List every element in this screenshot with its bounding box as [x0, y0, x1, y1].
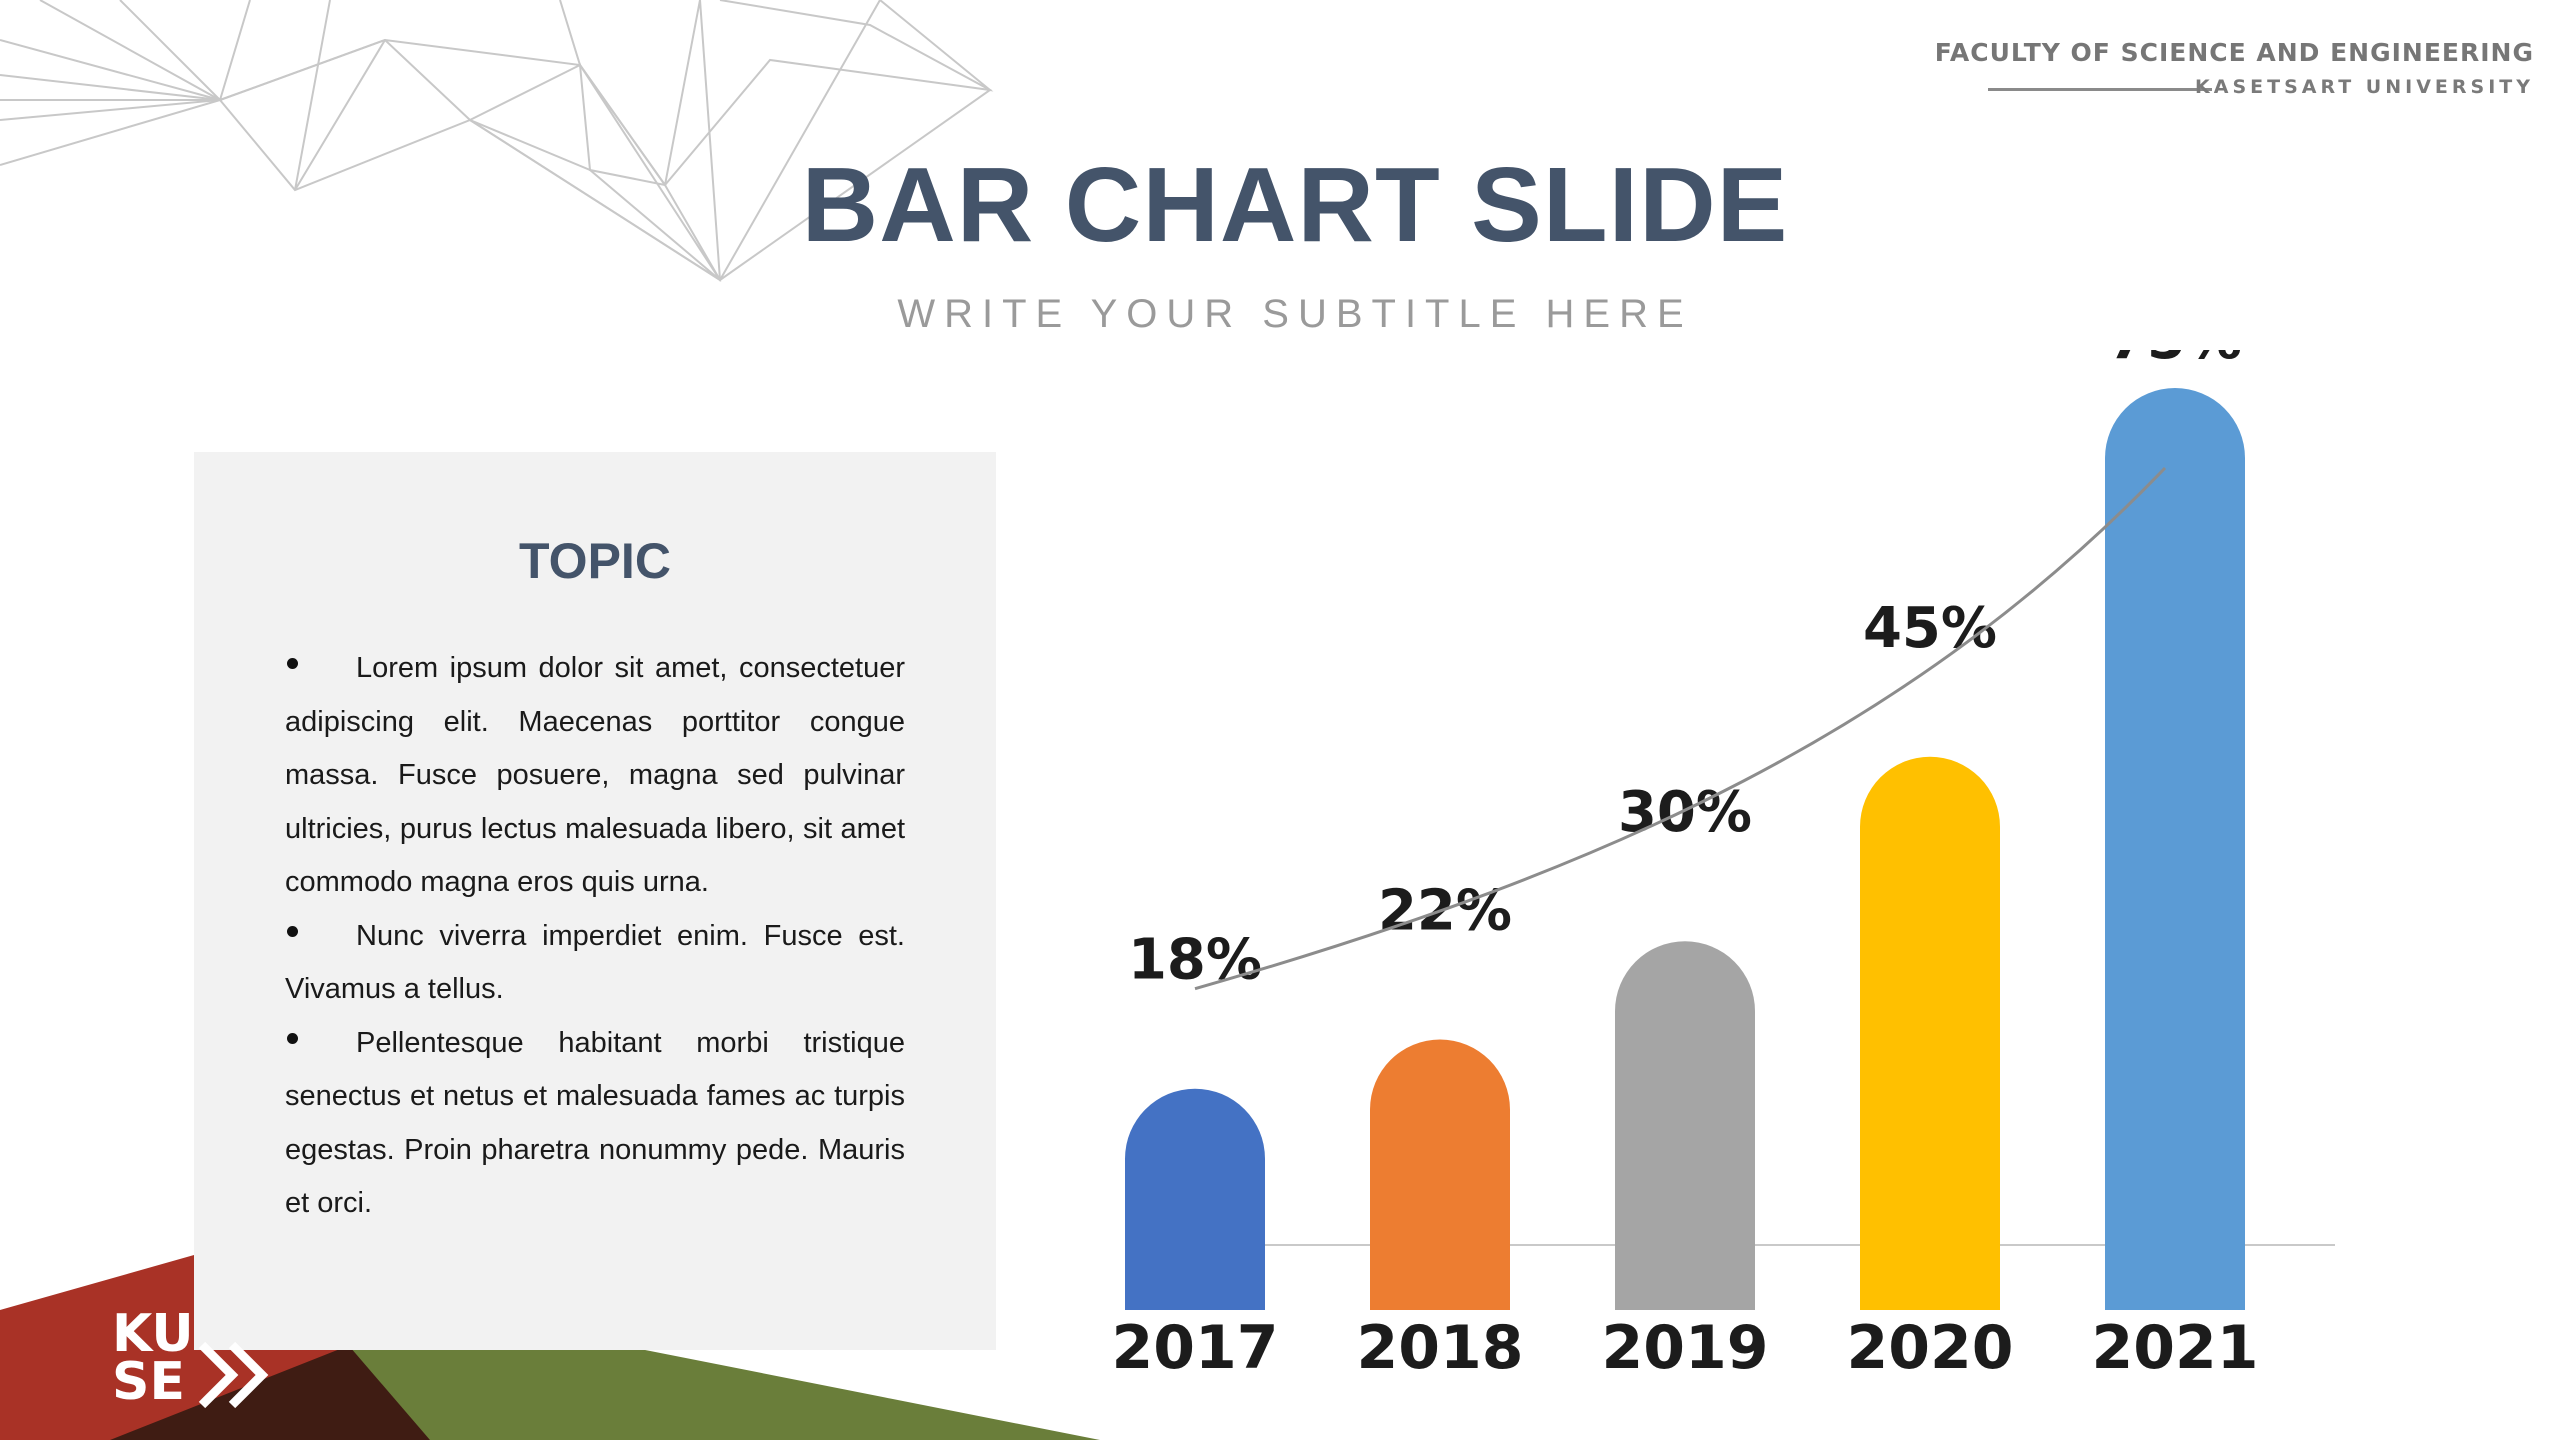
- bullet-list: Lorem ipsum dolor sit amet, consectetuer…: [285, 642, 905, 1231]
- bullet-item: Nunc viverra imperdiet enim. Fusce est. …: [285, 910, 905, 1017]
- bar-chart: 2017 2018 2019 2020 2021 18% 22% 30% 45% 75%: [1112, 350, 2335, 1383]
- logo-line-1: KU: [112, 1304, 194, 1364]
- x-tick-label: 2020: [1847, 1313, 2014, 1383]
- slide-subtitle: WRITE YOUR SUBTITLE HERE: [897, 292, 1693, 336]
- bullet-item: Pellentesque habitant morbi tristique se…: [285, 1017, 905, 1231]
- logo-text: KU SE: [112, 1308, 194, 1408]
- bar-2021: [2105, 388, 2245, 1310]
- data-label: 30%: [1618, 780, 1752, 845]
- polygon-network-decoration: [0, 0, 994, 282]
- bar-2017: [1125, 1088, 1265, 1310]
- x-tick-label: 2017: [1112, 1313, 1279, 1383]
- data-label: 22%: [1378, 879, 1512, 944]
- data-label: 45%: [1863, 596, 1997, 661]
- x-tick-label: 2018: [1357, 1313, 1524, 1383]
- bar-2020: [1860, 756, 2000, 1310]
- slide-title: BAR CHART SLIDE: [801, 146, 1789, 264]
- data-label: 18%: [1128, 928, 1262, 993]
- x-tick-label: 2021: [2092, 1313, 2259, 1383]
- bar-2019: [1615, 941, 1755, 1310]
- bar-2018: [1370, 1039, 1510, 1310]
- data-label: 75%: [2108, 350, 2242, 372]
- chevrons-icon: [198, 1341, 269, 1409]
- bullet-item: Lorem ipsum dolor sit amet, consectetuer…: [285, 642, 905, 910]
- kuse-logo: KU SE: [112, 1308, 282, 1420]
- x-tick-label: 2019: [1602, 1313, 1769, 1383]
- faculty-name: FACULTY OF SCIENCE AND ENGINEERING: [1934, 38, 2534, 67]
- topic-panel: TOPIC Lorem ipsum dolor sit amet, consec…: [194, 452, 996, 1350]
- university-name: KASETSART UNIVERSITY: [2195, 76, 2534, 98]
- header-divider: [1988, 88, 2212, 91]
- logo-line-2: SE: [112, 1352, 185, 1412]
- trend-line: [1194, 466, 2167, 991]
- panel-topic-heading: TOPIC: [519, 533, 671, 589]
